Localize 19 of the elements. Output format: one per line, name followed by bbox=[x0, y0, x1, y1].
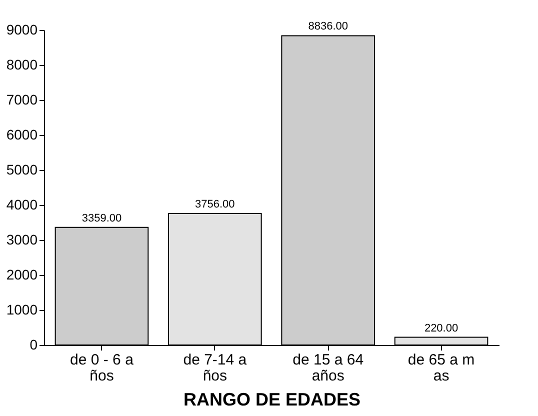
y-tick-label: 2000 bbox=[6, 266, 38, 282]
y-tick-label: 5000 bbox=[6, 162, 38, 178]
data-label: 8836.00 bbox=[308, 20, 348, 33]
x-tick-label: de 65 a m as bbox=[408, 352, 475, 384]
y-tick-label: 3000 bbox=[6, 232, 38, 248]
x-tick-label: de 0 - 6 a ños bbox=[70, 352, 134, 384]
y-tick-label: 1000 bbox=[6, 302, 38, 318]
y-tick-label: 6000 bbox=[6, 126, 38, 142]
data-label: 3756.00 bbox=[195, 198, 235, 211]
y-tick-label: 9000 bbox=[6, 22, 38, 38]
x-tick-label: de 7-14 a ños bbox=[183, 352, 248, 384]
data-label: 220.00 bbox=[424, 322, 458, 334]
y-tick-label: 8000 bbox=[6, 56, 38, 72]
x-tick-label: de 15 a 64 años bbox=[292, 352, 364, 384]
y-tick-label: 0 bbox=[30, 336, 38, 352]
data-label: 3359.00 bbox=[82, 212, 122, 224]
x-axis-title: RANGO DE EDADES bbox=[183, 390, 361, 410]
y-tick-label: 4000 bbox=[6, 196, 38, 212]
y-tick-label: 7000 bbox=[6, 92, 38, 108]
